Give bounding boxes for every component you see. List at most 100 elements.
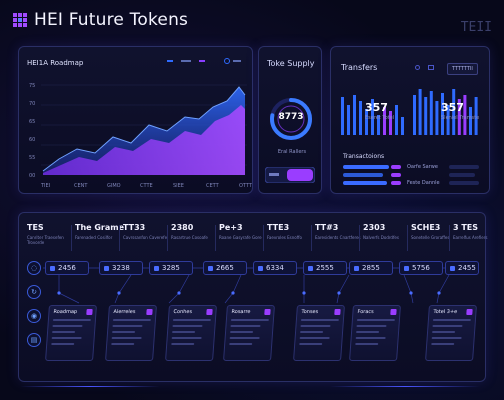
node-icon[interactable]: ◉ [27, 309, 41, 323]
node-chip-value: 6334 [266, 264, 284, 272]
transactions-bar [343, 181, 387, 185]
node-card[interactable]: Rosarre [223, 305, 275, 361]
card-line [52, 325, 83, 327]
node-dot-icon [154, 265, 159, 271]
transactions-bar [343, 165, 389, 169]
stat-value: The Grame [75, 223, 125, 232]
stat-item: TTE3 Faevroles Esnoffo [267, 223, 313, 240]
roadmap-chart: HEI1A Roadmap 75 70 65 60 55 00 TIEI CENT GIMO C… [27, 58, 253, 189]
transactions-bar [343, 173, 383, 177]
node-dot-icon [404, 265, 409, 271]
app-title: HEI Future Tokens [34, 10, 189, 30]
card-line [52, 319, 91, 321]
stat-divider [119, 225, 120, 251]
flag-icon [86, 309, 93, 315]
node-dot-icon [50, 265, 55, 271]
node-dot-icon [258, 265, 263, 271]
transfers-filter-button[interactable]: TTTTTTII [447, 63, 478, 75]
y-tick-label: 75 [29, 83, 35, 89]
square-icon[interactable] [428, 65, 434, 70]
stat-value: SCHE3 [411, 223, 441, 232]
flag-icon [466, 309, 473, 315]
transactions-track [449, 181, 479, 185]
card-line [299, 337, 331, 339]
circle-icon[interactable] [415, 65, 420, 70]
card-line [172, 331, 195, 333]
node-chip[interactable]: 2855 [349, 261, 393, 275]
token-supply-panel: Toke Supply 8773 Eral Rallers [258, 46, 322, 194]
stat-divider [167, 225, 168, 251]
transfer-bar [395, 105, 398, 135]
card-line [431, 343, 455, 345]
supply-subtitle: Eral Rallers [277, 149, 307, 155]
x-tick-label: CTTE [140, 183, 153, 189]
node-card[interactable]: Alerreles [105, 305, 157, 361]
node-dot-icon [308, 265, 313, 271]
transfer-bar [401, 117, 404, 135]
stat-item: 2380 Rasartrue Cosoafe [171, 223, 217, 240]
stat-value: TTE3 [267, 223, 290, 232]
stat-label: Rasartrue Cosoafe [171, 235, 208, 240]
node-chip[interactable]: 3238 [99, 261, 143, 275]
node-chip[interactable]: 5756 [399, 261, 443, 275]
transactions-marker [391, 165, 401, 169]
card-line [112, 325, 143, 327]
node-card[interactable]: Foracs [349, 305, 401, 361]
flag-icon [206, 309, 213, 315]
stat-label: Earesidents Cnartferes [315, 235, 361, 240]
node-card[interactable]: Conhes [165, 305, 217, 361]
transfer-bar [418, 89, 422, 135]
node-chip[interactable]: 2456 [45, 261, 89, 275]
x-tick-label: OTTT [239, 183, 253, 189]
stat-value: TT33 [123, 223, 146, 232]
transfer-bar [441, 93, 444, 135]
transfer-bar [457, 99, 461, 135]
stat-label: Farenaded Cosilfor [75, 235, 113, 240]
node-chip[interactable]: 2555 [303, 261, 347, 275]
node-chip[interactable]: 2665 [203, 261, 247, 275]
node-card[interactable]: Roadmap [45, 305, 97, 361]
x-tick-label: CETT [206, 183, 220, 189]
chat-icon[interactable]: ◌ [27, 261, 41, 275]
document-icon[interactable]: ▤ [27, 333, 41, 347]
refresh-icon[interactable]: ↻ [27, 285, 41, 299]
app-header: HEI Future Tokens [12, 10, 188, 30]
transfer-bar [389, 111, 392, 135]
y-tick-label: 55 [29, 155, 35, 161]
card-line [300, 325, 331, 327]
card-line [356, 319, 395, 321]
series-blue-line [42, 86, 246, 172]
node-chip[interactable]: 2455 [445, 261, 479, 275]
chart-title: HEI1A Roadmap [27, 59, 84, 67]
card-line [111, 337, 143, 339]
stat-item: TT33 Cavrssanfon Caverefe [123, 223, 169, 240]
transfer-bar [474, 97, 478, 135]
card-line [355, 337, 387, 339]
transfer-bar [365, 109, 368, 135]
transfer-bar [469, 107, 472, 135]
transfer-bar [413, 95, 416, 135]
stat-value: TES [27, 223, 44, 232]
node-chip-value: 2456 [58, 264, 76, 272]
y-tick-label: 00 [29, 173, 35, 179]
card-line [432, 319, 471, 321]
stat-divider [311, 225, 312, 251]
node-card[interactable]: Tonses [293, 305, 345, 361]
transactions-track [449, 173, 475, 177]
supply-toggle[interactable] [265, 167, 315, 183]
card-line [111, 343, 135, 345]
card-line [112, 319, 151, 321]
transactions-marker [391, 181, 401, 185]
transfer-bar [452, 89, 456, 135]
node-dot-icon [450, 265, 455, 271]
stat-item: TT#3 Earesidents Cnartferes [315, 223, 361, 240]
node-chip[interactable]: 3285 [149, 261, 193, 275]
supply-ring: 8773 [267, 95, 315, 143]
node-card[interactable]: Totel 3+e [425, 305, 477, 361]
node-chip-value: 2455 [458, 264, 476, 272]
node-chip-value: 2555 [316, 264, 334, 272]
neon-divider [20, 386, 160, 387]
stat-value: 2303 [363, 223, 386, 232]
node-chip[interactable]: 6334 [253, 261, 297, 275]
x-tick-label: SIEE [173, 183, 184, 189]
